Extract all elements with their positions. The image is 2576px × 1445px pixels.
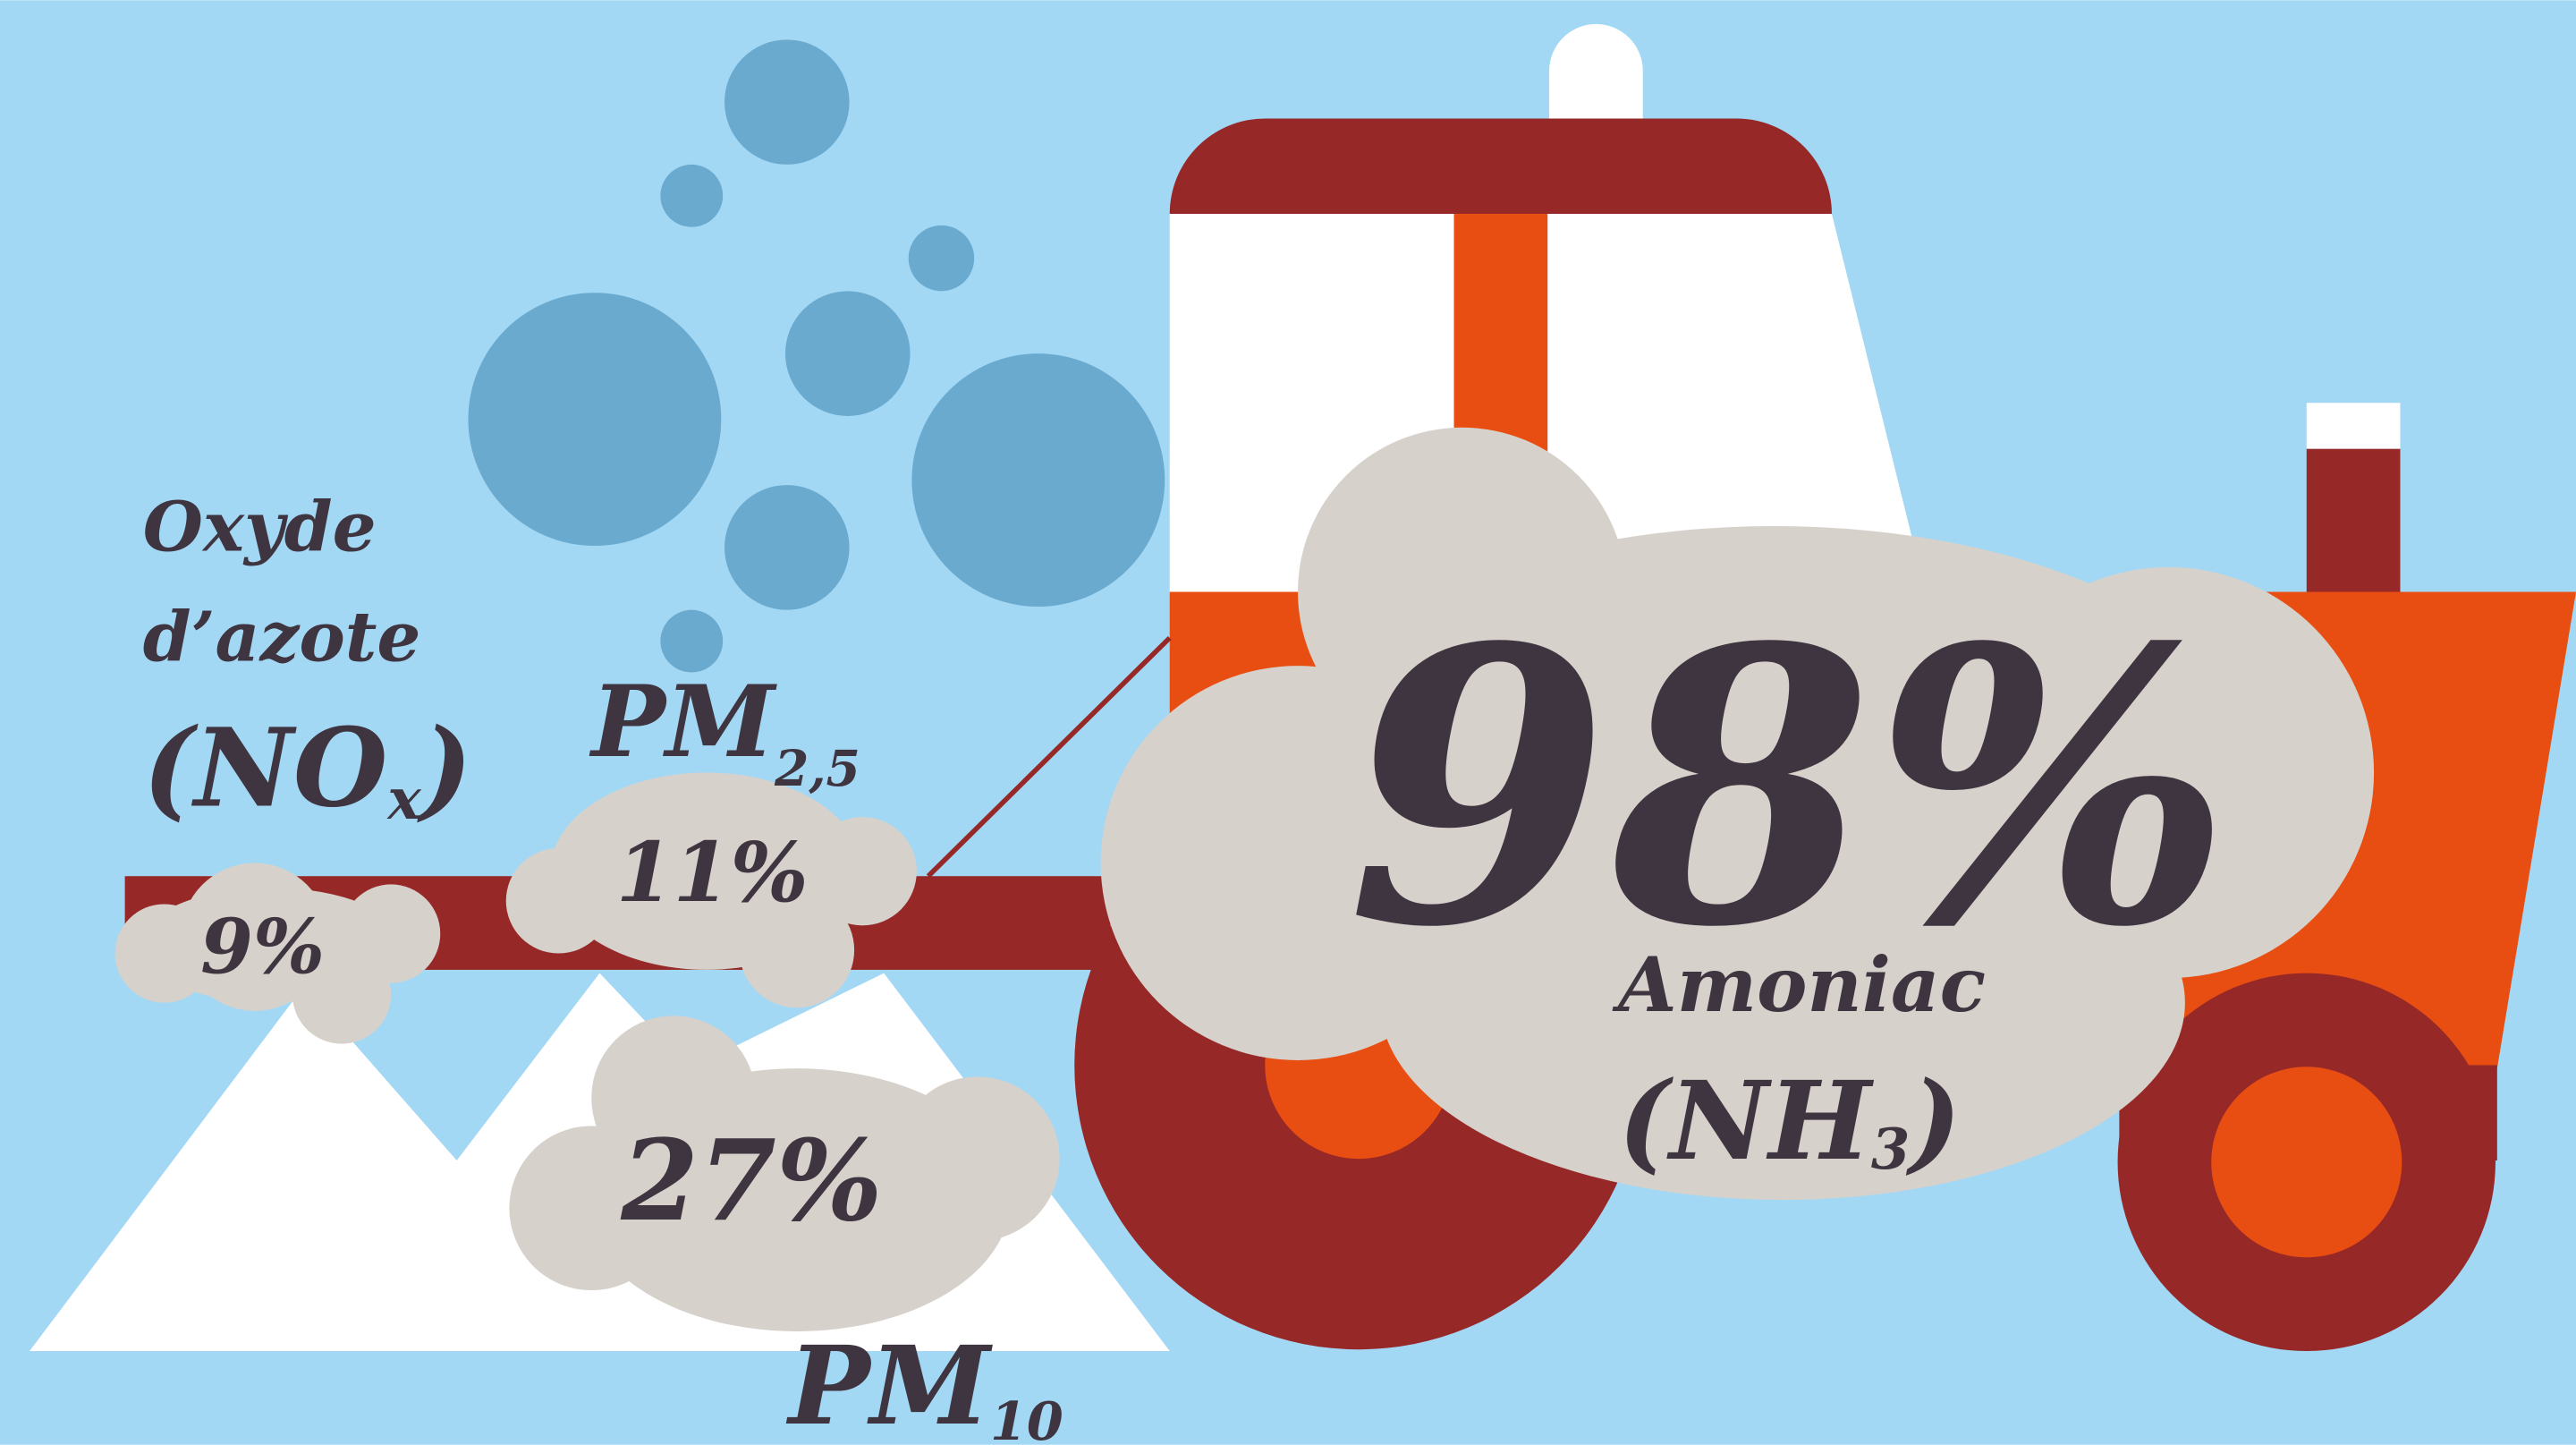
text-part: ) [1905,1057,1961,1185]
shape [1169,118,1832,215]
clouds [114,427,2375,1332]
shape [140,888,403,1003]
label: Oxyde [143,488,377,568]
shape [808,817,917,926]
text-part: PM [589,664,777,779]
text-part: x [386,766,422,832]
shape [583,1068,1011,1332]
value: 11% [616,824,809,921]
label: PM2,5 [589,664,860,797]
text-part: 3 [1871,1116,1910,1182]
value: 98% [1347,565,2232,1010]
value: 9% [200,903,325,991]
shape [505,848,612,954]
shape [784,291,911,416]
text-part: ) [417,703,472,831]
text-part: (NH [1618,1057,1874,1185]
formula: (NOx) [143,703,472,832]
shape [1379,805,2185,1201]
shape [660,164,724,227]
shape [660,609,724,673]
bubbles [468,39,1165,673]
text-part: (NO [143,703,388,831]
shape [2306,448,2401,597]
shape [908,225,975,292]
shape [926,635,1172,879]
shape [2211,1067,2402,1258]
shape [2306,403,2401,449]
text-part: 10 [990,1390,1063,1445]
shape [1549,23,1643,119]
shape [739,892,855,1008]
shape [911,353,1165,608]
shape [468,293,722,547]
label: d’azote [143,598,421,678]
text-part: 2,5 [774,739,860,797]
text-part: PM [786,1322,994,1445]
formula: (NH3) [1618,1057,1961,1185]
value: 27% [620,1116,882,1246]
shape [724,39,850,165]
label: Amoniac [1612,940,1986,1029]
label: PM10 [786,1322,1063,1445]
shape [724,485,850,610]
